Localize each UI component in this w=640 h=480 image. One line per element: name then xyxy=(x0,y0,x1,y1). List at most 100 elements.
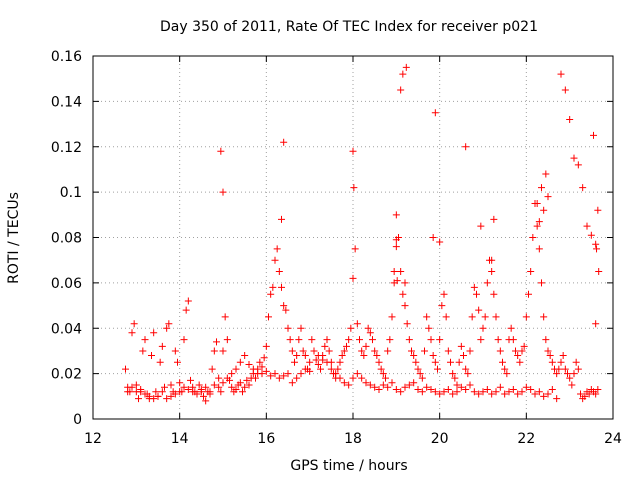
data-point xyxy=(457,342,465,350)
data-point xyxy=(176,379,184,387)
data-point xyxy=(522,383,530,391)
data-point xyxy=(546,351,554,359)
data-point xyxy=(436,238,444,246)
data-point xyxy=(529,234,537,241)
data-point xyxy=(399,290,407,298)
data-point xyxy=(128,329,136,337)
data-point xyxy=(423,383,431,391)
data-point xyxy=(594,206,602,214)
data-point xyxy=(509,386,517,394)
data-point xyxy=(325,347,333,355)
data-point xyxy=(535,245,543,253)
data-point xyxy=(171,390,179,398)
data-point xyxy=(397,388,405,396)
data-point xyxy=(350,184,358,192)
data-point xyxy=(470,388,478,396)
data-point xyxy=(410,379,418,387)
data-point xyxy=(557,358,565,366)
chart-title: Day 350 of 2011, Rate Of TEC Index for r… xyxy=(160,19,538,35)
data-point xyxy=(158,342,166,350)
data-point xyxy=(548,358,556,366)
data-point xyxy=(308,336,316,344)
data-point xyxy=(182,306,190,314)
data-point xyxy=(156,358,164,366)
data-point xyxy=(470,283,478,291)
data-point xyxy=(306,358,314,366)
data-point xyxy=(267,372,275,380)
data-point xyxy=(174,358,181,366)
data-point xyxy=(273,245,281,253)
data-point xyxy=(323,358,331,366)
data-point xyxy=(210,381,218,389)
data-point xyxy=(353,320,361,328)
x-tick-label: 24 xyxy=(604,431,622,447)
data-point xyxy=(440,388,448,396)
data-point xyxy=(356,336,363,344)
data-point xyxy=(444,347,452,355)
data-point xyxy=(501,390,509,398)
data-point xyxy=(540,313,548,321)
data-point xyxy=(141,390,149,398)
data-point xyxy=(386,336,394,344)
data-point xyxy=(262,342,270,350)
data-point xyxy=(334,365,342,373)
data-point xyxy=(176,388,184,396)
x-tick-label: 22 xyxy=(517,431,535,447)
data-point xyxy=(444,386,452,394)
data-point xyxy=(217,388,225,396)
data-point xyxy=(241,383,249,391)
data-point xyxy=(202,397,210,405)
data-point xyxy=(299,347,307,355)
data-point xyxy=(282,306,290,314)
data-point xyxy=(219,347,227,355)
data-point xyxy=(522,313,530,321)
data-point xyxy=(473,290,480,298)
data-point xyxy=(421,347,428,355)
data-point xyxy=(401,383,409,391)
data-point xyxy=(581,392,589,400)
data-point xyxy=(137,386,145,394)
data-point xyxy=(241,351,249,359)
data-point xyxy=(132,388,140,396)
data-point xyxy=(553,395,561,403)
data-point xyxy=(124,388,132,396)
data-point xyxy=(460,351,467,359)
data-point xyxy=(271,256,279,264)
data-point xyxy=(561,86,569,94)
data-point xyxy=(245,361,253,369)
data-point xyxy=(128,383,136,391)
data-point xyxy=(243,376,251,384)
data-point xyxy=(373,351,381,359)
data-point xyxy=(527,386,535,394)
data-point xyxy=(505,388,513,396)
data-point xyxy=(483,279,491,287)
data-point xyxy=(171,347,179,355)
data-point xyxy=(215,374,223,382)
data-point xyxy=(579,184,587,192)
data-point xyxy=(538,184,545,192)
data-point xyxy=(223,374,231,382)
y-axis-tick-labels: 0 0.02 0.04 0.06 0.08 0.1 0.12 0.14 0.16 xyxy=(51,49,82,428)
data-point xyxy=(319,356,327,364)
data-point xyxy=(223,336,231,344)
data-point xyxy=(494,336,502,344)
data-point xyxy=(488,268,496,276)
data-point xyxy=(275,268,283,276)
data-point xyxy=(228,383,236,391)
data-point xyxy=(572,358,580,366)
data-point xyxy=(566,374,574,382)
data-point xyxy=(375,358,383,366)
data-point xyxy=(418,388,426,396)
data-point xyxy=(492,313,500,321)
data-point xyxy=(165,320,173,328)
data-point xyxy=(594,386,602,394)
data-point xyxy=(397,86,405,94)
data-point xyxy=(269,283,277,291)
data-point xyxy=(145,392,153,400)
data-point xyxy=(132,381,140,389)
data-point xyxy=(453,381,461,389)
data-point xyxy=(392,386,400,394)
data-point xyxy=(323,336,331,344)
data-point xyxy=(429,234,437,241)
data-point xyxy=(462,143,470,151)
